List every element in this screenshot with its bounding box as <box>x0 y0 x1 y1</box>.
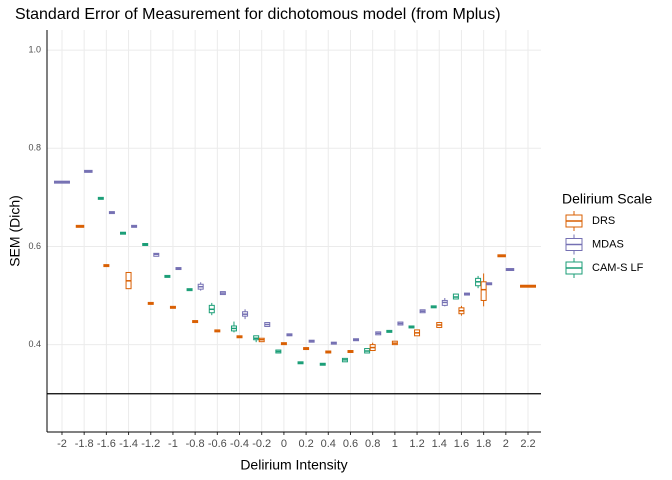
legend-label: DRS <box>592 215 615 227</box>
x-tick-label: 1 <box>392 438 398 450</box>
x-tick-label: 0.6 <box>343 438 358 450</box>
y-axis-label: SEM (Dich) <box>7 195 23 267</box>
x-axis-label: Delirium Intensity <box>240 457 347 473</box>
x-tick-label: 1.8 <box>476 438 491 450</box>
x-tick-label: -0.4 <box>230 438 249 450</box>
legend-label: CAM-S LF <box>592 262 644 274</box>
x-tick-label: 0.8 <box>365 438 380 450</box>
x-tick-label: 1.6 <box>454 438 469 450</box>
y-tick-label: 0.6 <box>28 241 41 251</box>
y-tick-label: 1.0 <box>28 44 41 54</box>
x-tick-label: 1.2 <box>409 438 424 450</box>
x-tick-label: 0.2 <box>298 438 313 450</box>
chart-title: Standard Error of Measurement for dichot… <box>15 6 501 23</box>
x-tick-label: -1.6 <box>97 438 116 450</box>
x-tick-label: -1.8 <box>75 438 94 450</box>
x-tick-label: -0.6 <box>208 438 227 450</box>
x-tick-label: 0.4 <box>321 438 336 450</box>
box <box>480 281 487 301</box>
x-tick-label: -0.2 <box>252 438 271 450</box>
x-tick-label: 2 <box>503 438 509 450</box>
x-tick-label: 2.2 <box>520 438 535 450</box>
x-tick-label: 0 <box>281 438 287 450</box>
x-tick-label: -2 <box>57 438 67 450</box>
y-tick-label: 0.8 <box>28 143 41 153</box>
x-tick-label: -1.4 <box>119 438 138 450</box>
legend-title: Delirium Scale <box>562 191 652 207</box>
x-tick-label: -1 <box>168 438 178 450</box>
legend-label: MDAS <box>592 238 624 250</box>
x-tick-label: -1.2 <box>141 438 160 450</box>
x-tick-label: -0.8 <box>186 438 205 450</box>
y-tick-label: 0.4 <box>28 339 41 349</box>
x-tick-label: 1.4 <box>432 438 447 450</box>
